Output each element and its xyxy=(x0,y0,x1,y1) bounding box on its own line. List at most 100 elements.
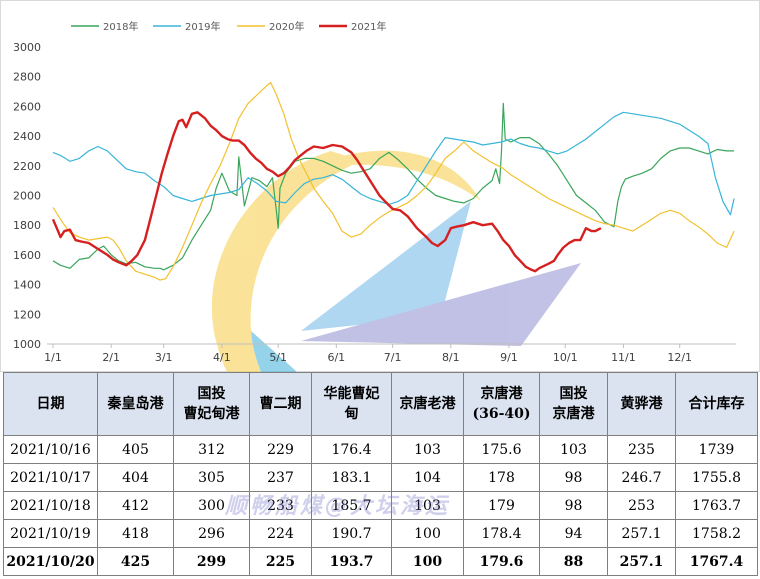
table-cell: 1758.2 xyxy=(675,519,758,548)
table-cell: 2021/10/18 xyxy=(3,491,98,520)
table-cell: 300 xyxy=(173,491,250,520)
x-tick-label: 9/1 xyxy=(500,351,518,364)
table-cell: 179.6 xyxy=(463,547,540,576)
table-cell: 412 xyxy=(97,491,174,520)
table-cell: 178 xyxy=(463,463,540,492)
legend-label: 2018年 xyxy=(103,20,138,33)
table-cell: 183.1 xyxy=(311,463,392,492)
table-cell: 237 xyxy=(249,463,312,492)
table-cell: 253 xyxy=(607,491,676,520)
series-line-2021年 xyxy=(51,111,602,273)
table-header-cell: 国投 曹妃甸港 xyxy=(173,372,250,436)
table-header-cell: 曹二期 xyxy=(249,372,312,436)
table-cell: 229 xyxy=(249,435,312,464)
table-cell: 224 xyxy=(249,519,312,548)
table-cell: 88 xyxy=(539,547,608,576)
table-cell: 100 xyxy=(391,547,464,576)
y-tick-labels: 1000 1200 1400 1600 1800 2000 2200 2400 2600 2800… xyxy=(13,41,41,351)
table-cell: 98 xyxy=(539,463,608,492)
table-cell: 100 xyxy=(391,519,464,548)
table-row: 2021/10/19 418 296 224 190.7 100 178.4 94 257.1 1… xyxy=(3,519,758,548)
table-cell: 246.7 xyxy=(607,463,676,492)
y-tick-label: 1400 xyxy=(13,279,41,292)
legend-label: 2019年 xyxy=(185,20,220,33)
x-tick-label: 6/1 xyxy=(327,351,345,364)
table-cell: 179 xyxy=(463,491,540,520)
table-cell: 296 xyxy=(173,519,250,548)
table-cell: 425 xyxy=(97,547,174,576)
series-line-2018年 xyxy=(52,102,735,271)
table-header-cell: 京唐港 (36-40) xyxy=(463,372,540,436)
table-cell: 1763.7 xyxy=(675,491,758,520)
x-tick-label: 4/1 xyxy=(213,351,231,364)
line-chart: 1000 1200 1400 1600 1800 2000 2200 2400 2600 2800… xyxy=(13,20,736,373)
x-tick-labels: 1/1 2/1 3/1 4/1 5/1 6/1 7/1 8/1 9/1 10/1 11/1 12/1 xyxy=(44,344,692,364)
table-cell: 98 xyxy=(539,491,608,520)
table-cell: 1755.8 xyxy=(675,463,758,492)
table-cell: 312 xyxy=(173,435,250,464)
table-header-cell: 黄骅港 xyxy=(607,372,676,436)
series-line-2020年 xyxy=(52,82,735,281)
y-tick-label: 2000 xyxy=(13,190,41,203)
table-header-cell: 秦皇岛港 xyxy=(97,372,174,436)
table-cell: 2021/10/19 xyxy=(3,519,98,548)
legend-label: 2021年 xyxy=(351,20,386,33)
table-header-row: 日期 秦皇岛港 国投 曹妃甸港 曹二期 华能曹妃甸京唐老港 京唐港 (36-40) 国投 京唐港黄… xyxy=(3,372,758,436)
table-header-cell: 日期 xyxy=(3,372,98,436)
table-cell: 185.7 xyxy=(311,491,392,520)
y-tick-label: 1800 xyxy=(13,219,41,232)
table-row: 2021/10/20 425 299 225 193.7 100 179.6 88 257.1 1… xyxy=(3,547,758,576)
table-cell: 404 xyxy=(97,463,174,492)
x-tick-label: 5/1 xyxy=(269,351,287,364)
table-cell: 257.1 xyxy=(607,547,676,576)
table-cell: 225 xyxy=(249,547,312,576)
x-tick-label: 2/1 xyxy=(102,351,120,364)
table-cell: 418 xyxy=(97,519,174,548)
series-layer xyxy=(51,82,735,281)
table-header-cell: 合计库存 xyxy=(675,372,758,436)
table-cell: 94 xyxy=(539,519,608,548)
table-cell: 103 xyxy=(539,435,608,464)
inventory-table-wrap: 日期 秦皇岛港 国投 曹妃甸港 曹二期 华能曹妃甸京唐老港 京唐港 (36-40) 国投 京唐港黄… xyxy=(3,372,758,577)
table-cell: 305 xyxy=(173,463,250,492)
table-cell: 193.7 xyxy=(311,547,392,576)
x-tick-label: 11/1 xyxy=(611,351,636,364)
table-header-cell: 华能曹妃甸 xyxy=(311,372,392,436)
table-row: 2021/10/17 404 305 237 183.1 104 178 98 246.7 175… xyxy=(3,463,758,492)
x-tick-label: 3/1 xyxy=(155,351,173,364)
table-cell: 233 xyxy=(249,491,312,520)
table-cell: 405 xyxy=(97,435,174,464)
x-tick-label: 10/1 xyxy=(553,351,578,364)
table-cell: 2021/10/20 xyxy=(3,547,98,576)
table-cell: 1739 xyxy=(675,435,758,464)
y-tick-label: 1000 xyxy=(13,338,41,351)
table-cell: 2021/10/17 xyxy=(3,463,98,492)
x-tick-label: 1/1 xyxy=(44,351,62,364)
y-tick-label: 1200 xyxy=(13,308,41,321)
table-cell: 178.4 xyxy=(463,519,540,548)
table-row: 2021/10/18 412 300 233 185.7 103 179 98 253 1763.… xyxy=(3,491,758,520)
legend: 2018年 2019年 2020年 2021年 xyxy=(71,20,386,33)
table-cell: 103 xyxy=(391,491,464,520)
y-tick-label: 2600 xyxy=(13,100,41,113)
table-cell: 190.7 xyxy=(311,519,392,548)
x-tick-label: 7/1 xyxy=(384,351,402,364)
table-cell: 104 xyxy=(391,463,464,492)
y-tick-label: 1600 xyxy=(13,249,41,262)
table-cell: 103 xyxy=(391,435,464,464)
y-tick-label: 3000 xyxy=(13,41,41,54)
watermark-logo xyxy=(211,150,581,373)
table-row: 2021/10/16 405 312 229 176.4 103 175.6 103 235 17… xyxy=(3,435,758,464)
table-cell: 299 xyxy=(173,547,250,576)
table-cell: 176.4 xyxy=(311,435,392,464)
table-header-cell: 国投 京唐港 xyxy=(539,372,608,436)
table-header-cell: 京唐老港 xyxy=(391,372,464,436)
table-cell: 2021/10/16 xyxy=(3,435,98,464)
legend-label: 2020年 xyxy=(269,20,304,33)
y-tick-label: 2200 xyxy=(13,160,41,173)
table-cell: 257.1 xyxy=(607,519,676,548)
y-tick-label: 2800 xyxy=(13,71,41,84)
x-tick-label: 8/1 xyxy=(442,351,460,364)
series-line-2019年 xyxy=(52,111,735,216)
y-tick-label: 2400 xyxy=(13,130,41,143)
